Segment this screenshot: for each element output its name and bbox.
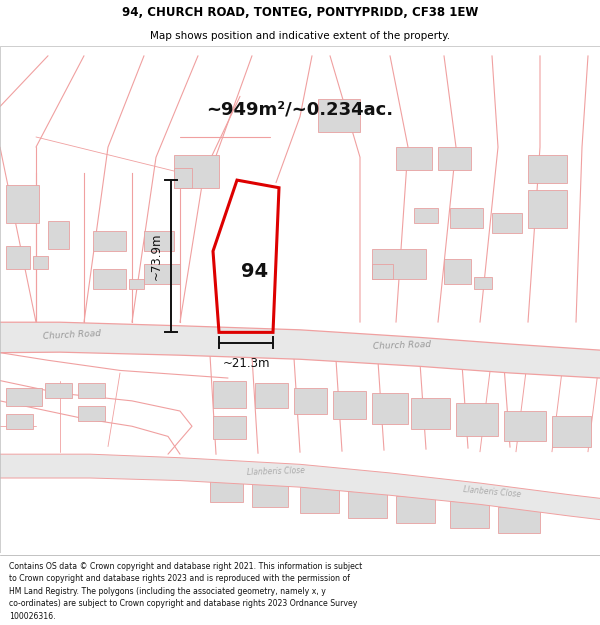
Bar bbox=[93, 269, 126, 289]
Bar bbox=[6, 185, 39, 223]
Bar bbox=[528, 155, 567, 182]
Bar bbox=[93, 231, 126, 251]
Polygon shape bbox=[0, 322, 600, 378]
Bar bbox=[318, 99, 360, 132]
Text: 94: 94 bbox=[241, 262, 269, 281]
Text: co-ordinates) are subject to Crown copyright and database rights 2023 Ordnance S: co-ordinates) are subject to Crown copyr… bbox=[9, 599, 358, 609]
Text: ~73.9m: ~73.9m bbox=[149, 232, 163, 280]
Bar bbox=[210, 479, 243, 502]
Text: Llanberis Close: Llanberis Close bbox=[463, 485, 521, 499]
Text: to Crown copyright and database rights 2023 and is reproduced with the permissio: to Crown copyright and database rights 2… bbox=[9, 574, 350, 583]
Bar bbox=[174, 169, 192, 187]
Bar bbox=[498, 508, 540, 533]
Bar bbox=[300, 487, 339, 512]
Bar bbox=[372, 249, 426, 279]
Text: HM Land Registry. The polygons (including the associated geometry, namely x, y: HM Land Registry. The polygons (includin… bbox=[9, 587, 326, 596]
Text: Map shows position and indicative extent of the property.: Map shows position and indicative extent… bbox=[150, 31, 450, 41]
Bar bbox=[255, 383, 288, 409]
Bar bbox=[444, 259, 471, 284]
Text: ~21.3m: ~21.3m bbox=[222, 357, 270, 370]
Bar bbox=[474, 276, 492, 289]
Text: Llanberis Close: Llanberis Close bbox=[247, 466, 305, 478]
Bar bbox=[411, 398, 450, 429]
Bar bbox=[372, 393, 408, 424]
Bar bbox=[552, 416, 591, 446]
Bar bbox=[6, 388, 42, 406]
Bar bbox=[414, 208, 438, 223]
Text: Contains OS data © Crown copyright and database right 2021. This information is : Contains OS data © Crown copyright and d… bbox=[9, 562, 362, 571]
Bar bbox=[6, 246, 30, 269]
Bar bbox=[492, 213, 522, 233]
Bar bbox=[213, 416, 246, 439]
Bar bbox=[144, 264, 180, 284]
Bar bbox=[48, 221, 69, 249]
Bar bbox=[33, 256, 48, 269]
Text: ~949m²/~0.234ac.: ~949m²/~0.234ac. bbox=[206, 100, 394, 118]
Bar bbox=[438, 147, 471, 170]
Bar bbox=[144, 231, 174, 251]
Bar bbox=[129, 279, 144, 289]
Bar bbox=[450, 501, 489, 528]
Text: 94, CHURCH ROAD, TONTEG, PONTYPRIDD, CF38 1EW: 94, CHURCH ROAD, TONTEG, PONTYPRIDD, CF3… bbox=[122, 6, 478, 19]
Bar bbox=[213, 381, 246, 409]
Bar bbox=[45, 383, 72, 398]
Bar bbox=[450, 208, 483, 228]
Bar bbox=[348, 491, 387, 518]
Bar bbox=[456, 403, 498, 436]
Bar bbox=[396, 496, 435, 522]
Text: Church Road: Church Road bbox=[373, 339, 431, 351]
Bar bbox=[78, 383, 105, 398]
Polygon shape bbox=[0, 454, 600, 519]
Bar bbox=[78, 406, 105, 421]
Text: Church Road: Church Road bbox=[43, 329, 101, 341]
Bar bbox=[252, 483, 288, 508]
Bar bbox=[396, 147, 432, 170]
Bar bbox=[504, 411, 546, 441]
Bar bbox=[372, 264, 393, 279]
Bar bbox=[174, 155, 219, 188]
Bar bbox=[6, 414, 33, 429]
Bar bbox=[294, 388, 327, 414]
Bar bbox=[333, 391, 366, 419]
Bar bbox=[528, 190, 567, 228]
Text: 100026316.: 100026316. bbox=[9, 612, 56, 621]
